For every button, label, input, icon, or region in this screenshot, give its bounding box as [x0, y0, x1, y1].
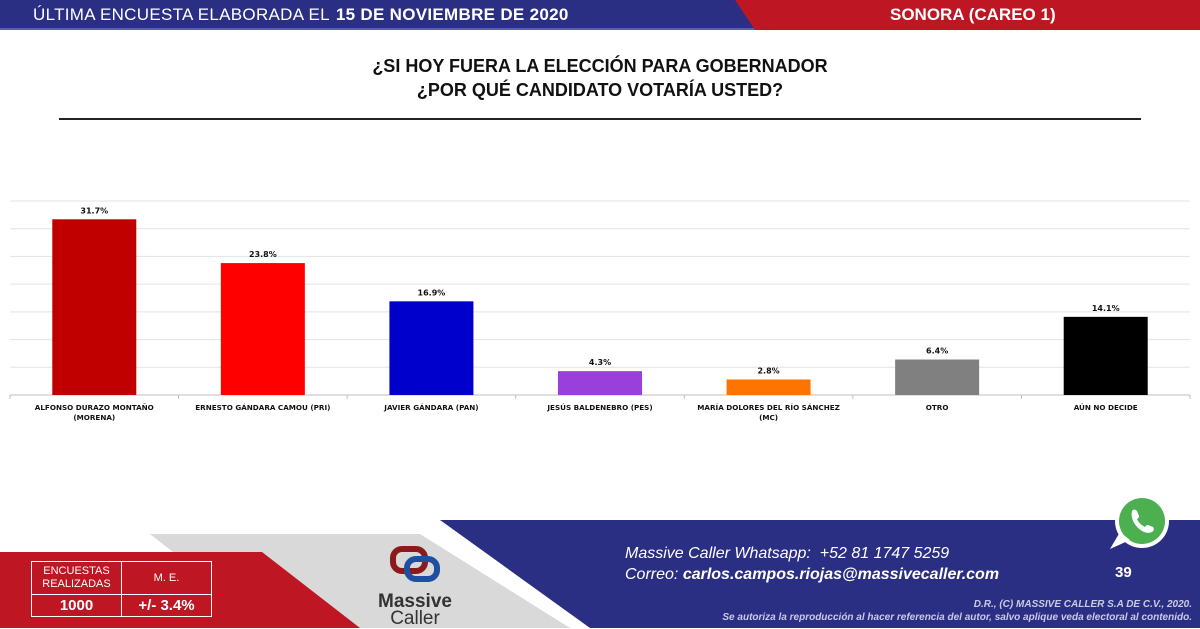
email-label: Correo:	[625, 566, 679, 583]
category-label: ERNESTO GÁNDARA CAMOU (PRI)	[195, 403, 330, 412]
speech-bubbles-icon	[390, 546, 440, 582]
title-line-2: ¿POR QUÉ CANDIDATO VOTARÍA USTED?	[416, 80, 784, 100]
copyright-line: D.R., (C) MASSIVE CALLER S.A DE C.V., 20…	[973, 599, 1192, 610]
survey-date: 15 DE NOVIEMBRE DE 2020	[335, 5, 569, 24]
chart-title: ¿SI HOY FUERA LA ELECCIÓN PARA GOBERNADO…	[0, 54, 1200, 102]
category-label: (MC)	[759, 413, 778, 422]
whatsapp-label: Massive Caller Whatsapp:	[625, 545, 811, 562]
logo-text-caller: Caller	[390, 608, 440, 629]
massive-caller-logo: Massive Caller	[370, 546, 460, 629]
bar	[52, 219, 137, 395]
category-label: OTRO	[926, 403, 949, 412]
data-label: 4.3%	[589, 358, 611, 367]
date-prefix: ÚLTIMA ENCUESTA ELABORADA EL	[33, 5, 330, 24]
bar	[726, 379, 811, 395]
bar	[1063, 316, 1148, 395]
category-label: JESÚS BALDENEBRO (PES)	[546, 403, 652, 412]
survey-stats-table: ENCUESTAS REALIZADAS M. E. 1000 +/- 3.4%	[31, 561, 212, 617]
header-red-band	[735, 0, 1200, 30]
title-line-1: ¿SI HOY FUERA LA ELECCIÓN PARA GOBERNADO…	[372, 56, 828, 76]
data-label: 6.4%	[926, 347, 948, 356]
surveys-value: 1000	[31, 594, 122, 617]
reproduction-notice: Se autoriza la reproducción al hacer ref…	[722, 612, 1192, 623]
data-label: 16.9%	[418, 288, 446, 297]
whatsapp-icon[interactable]	[1100, 494, 1184, 552]
category-label: JAVIER GÁNDARA (PAN)	[383, 403, 478, 412]
bar	[895, 359, 980, 395]
bar	[389, 301, 474, 395]
margin-error-value: +/- 3.4%	[121, 594, 212, 617]
copyright-notice: D.R., (C) MASSIVE CALLER S.A DE C.V., 20…	[722, 598, 1192, 624]
page-number: 39	[1115, 564, 1132, 581]
contact-info: Massive Caller Whatsapp: +52 81 1747 525…	[625, 543, 999, 585]
surveys-label: ENCUESTAS REALIZADAS	[31, 561, 122, 595]
logo-text-massive: Massive	[378, 591, 452, 612]
survey-date-line: ÚLTIMA ENCUESTA ELABORADA EL 15 DE NOVIEM…	[33, 5, 569, 25]
margin-error-label: M. E.	[121, 561, 212, 595]
data-label: 2.8%	[757, 366, 779, 375]
bar	[558, 371, 642, 395]
category-label: ALFONSO DURAZO MONTAÑO	[35, 403, 154, 412]
category-label: MARÍA DOLORES DEL RÍO SÁNCHEZ	[697, 403, 840, 412]
title-divider	[59, 118, 1141, 120]
data-label: 31.7%	[80, 206, 108, 215]
footer-blue-band	[440, 520, 1200, 628]
bar	[220, 263, 305, 395]
whatsapp-number[interactable]: +52 81 1747 5259	[819, 545, 950, 562]
region-label: SONORA (CAREO 1)	[890, 5, 1056, 24]
data-label: 23.8%	[249, 250, 277, 259]
bar-chart: 31.7% ALFONSO DURAZO MONTAÑO(MORENA) 23.8%…	[9, 200, 1191, 422]
data-label: 14.1%	[1092, 304, 1120, 313]
category-label: AÚN NO DECIDE	[1074, 403, 1138, 412]
category-label: (MORENA)	[73, 413, 115, 422]
email-link[interactable]: carlos.campos.riojas@massivecaller.com	[682, 566, 1000, 583]
